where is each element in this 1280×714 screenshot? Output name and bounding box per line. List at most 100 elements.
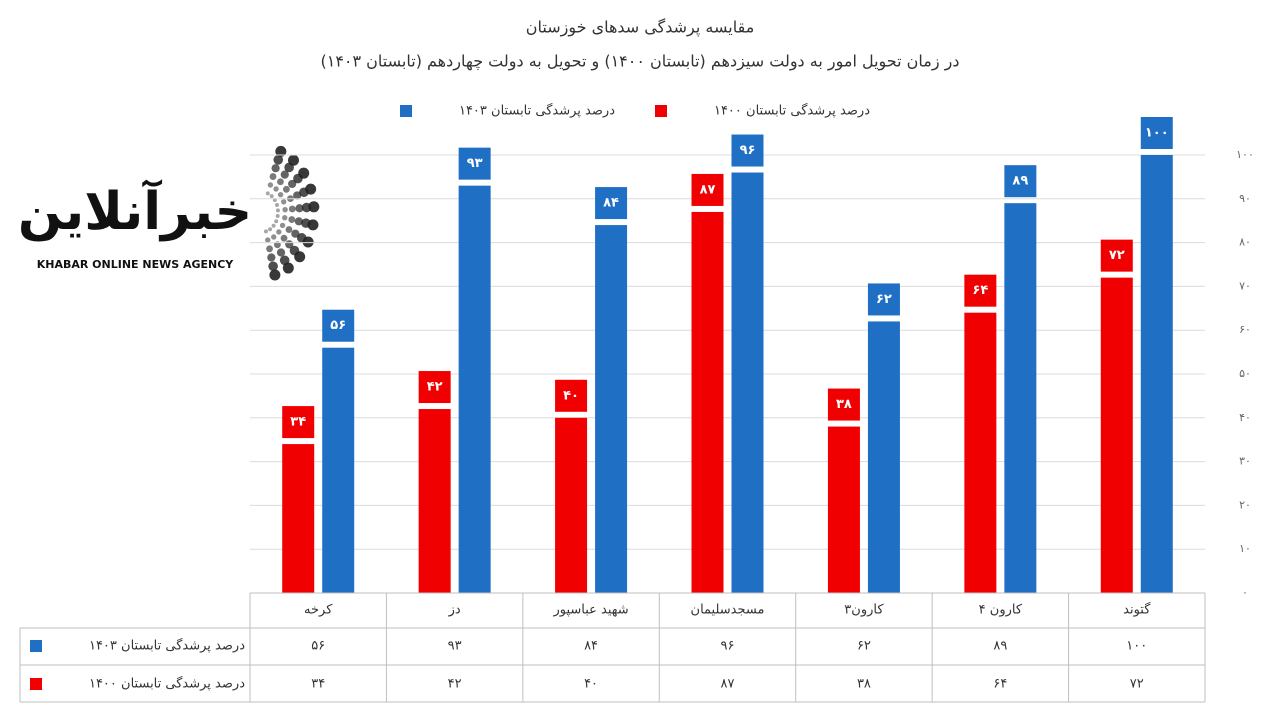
table-cell: ۸۹ xyxy=(993,639,1007,654)
logo-dot xyxy=(302,236,314,248)
logo-dot xyxy=(277,191,284,198)
table-cell: ۴۰ xyxy=(584,677,598,692)
table-swatch xyxy=(30,678,42,690)
logo-dot xyxy=(268,227,273,232)
value-label: ۳۴ xyxy=(290,415,306,430)
bar xyxy=(867,321,900,593)
value-label: ۷۲ xyxy=(1109,248,1125,263)
y-tick-label: ۵۰ xyxy=(1239,367,1251,380)
chart-subtitle: در زمان تحویل امور به دولت سیزدهم (تابست… xyxy=(320,52,959,72)
bar xyxy=(418,409,451,593)
table-cell: ۵۶ xyxy=(311,639,325,654)
x-tick-label: کرخه xyxy=(304,603,333,618)
bar xyxy=(827,426,860,593)
value-label-box xyxy=(827,388,860,421)
logo-dot xyxy=(293,191,302,200)
logo-dot xyxy=(288,216,296,223)
value-label: ۴۰ xyxy=(563,388,579,403)
value-label: ۶۴ xyxy=(972,283,988,298)
value-label: ۸۴ xyxy=(603,196,619,211)
x-tick-label: کارون۳ xyxy=(844,603,884,618)
table-cell: ۳۸ xyxy=(857,677,871,692)
logo-dot xyxy=(275,145,287,157)
logo-dot xyxy=(288,154,300,166)
logo-dot xyxy=(288,179,297,189)
bar xyxy=(282,444,315,593)
table-cell: ۴۲ xyxy=(448,677,462,692)
value-label-box xyxy=(867,283,900,316)
logo-dot xyxy=(265,237,271,243)
logo-dot xyxy=(267,253,276,262)
value-label: ۵۶ xyxy=(330,318,346,333)
bar xyxy=(1004,203,1037,593)
logo-dot xyxy=(305,183,317,195)
table-cell: ۸۷ xyxy=(721,677,735,692)
value-label-box xyxy=(1100,239,1133,272)
table-row-label: درصد پرشدگی تابستان ۱۴۰۰ xyxy=(89,676,245,692)
logo-dot xyxy=(263,229,268,234)
logo-dot xyxy=(271,223,276,228)
x-tick-label: شهید عباسپور xyxy=(552,603,628,618)
table-cell: ۱۰۰ xyxy=(1126,639,1147,654)
value-label: ۳۸ xyxy=(836,397,852,412)
bar xyxy=(555,417,588,593)
x-tick-label: دز xyxy=(448,603,461,618)
value-label-box xyxy=(1140,117,1173,149)
table-cell: ۹۳ xyxy=(448,639,462,654)
logo-dot xyxy=(280,234,288,242)
logo-dot xyxy=(267,182,274,188)
logo-dot xyxy=(277,178,284,186)
y-tick-label: ۱۰ xyxy=(1239,542,1251,555)
logo-dot xyxy=(265,191,270,196)
value-label-box xyxy=(1004,165,1037,198)
table-cell: ۸۴ xyxy=(584,639,598,654)
logo-dot xyxy=(291,229,300,238)
logo-dot xyxy=(285,226,293,233)
value-label-box xyxy=(731,134,764,167)
logo-dot xyxy=(307,219,319,231)
logo-dot xyxy=(269,194,274,199)
logo-dot xyxy=(271,234,277,240)
legend-swatch xyxy=(400,105,412,117)
logo-dot xyxy=(274,219,279,224)
logo-dot xyxy=(294,251,306,263)
bar xyxy=(691,211,724,593)
logo-tagline: KHABAR ONLINE NEWS AGENCY xyxy=(37,258,235,271)
legend-swatch xyxy=(655,105,667,117)
value-label-box xyxy=(555,379,588,412)
logo-dot xyxy=(276,229,282,235)
table-cell: ۹۶ xyxy=(721,639,735,654)
logo-dot xyxy=(282,206,288,213)
logo-dot xyxy=(295,204,304,213)
value-label: ۸۹ xyxy=(1012,174,1028,189)
table-cell: ۶۴ xyxy=(993,677,1007,692)
logo-dot xyxy=(266,245,273,253)
value-label: ۹۶ xyxy=(740,143,756,158)
logo-name: خبرآنلاین xyxy=(18,179,252,242)
logo-dot xyxy=(282,185,290,193)
y-tick-label: ۳۰ xyxy=(1239,455,1251,468)
value-label: ۴۲ xyxy=(427,380,443,395)
bar xyxy=(731,172,764,593)
value-label-box xyxy=(964,274,997,307)
value-label-box xyxy=(418,371,451,404)
logo-dot xyxy=(276,248,286,257)
table-cell: ۶۲ xyxy=(857,639,871,654)
bar xyxy=(1140,155,1173,593)
logo-dot xyxy=(280,170,289,179)
value-label-box xyxy=(322,309,355,342)
logo-dot xyxy=(308,201,320,213)
logo-dot xyxy=(298,167,310,179)
logo-dot xyxy=(279,222,286,229)
logo-dot xyxy=(281,199,287,205)
bar xyxy=(595,225,628,593)
bar xyxy=(1100,277,1133,593)
value-label-box xyxy=(458,147,491,180)
y-tick-label: ۷۰ xyxy=(1239,279,1251,292)
value-label-box xyxy=(691,173,724,206)
logo-dot xyxy=(274,202,279,207)
logo-dot xyxy=(269,173,277,180)
y-tick-label: ۹۰ xyxy=(1239,192,1251,205)
logo-dot xyxy=(294,217,303,226)
